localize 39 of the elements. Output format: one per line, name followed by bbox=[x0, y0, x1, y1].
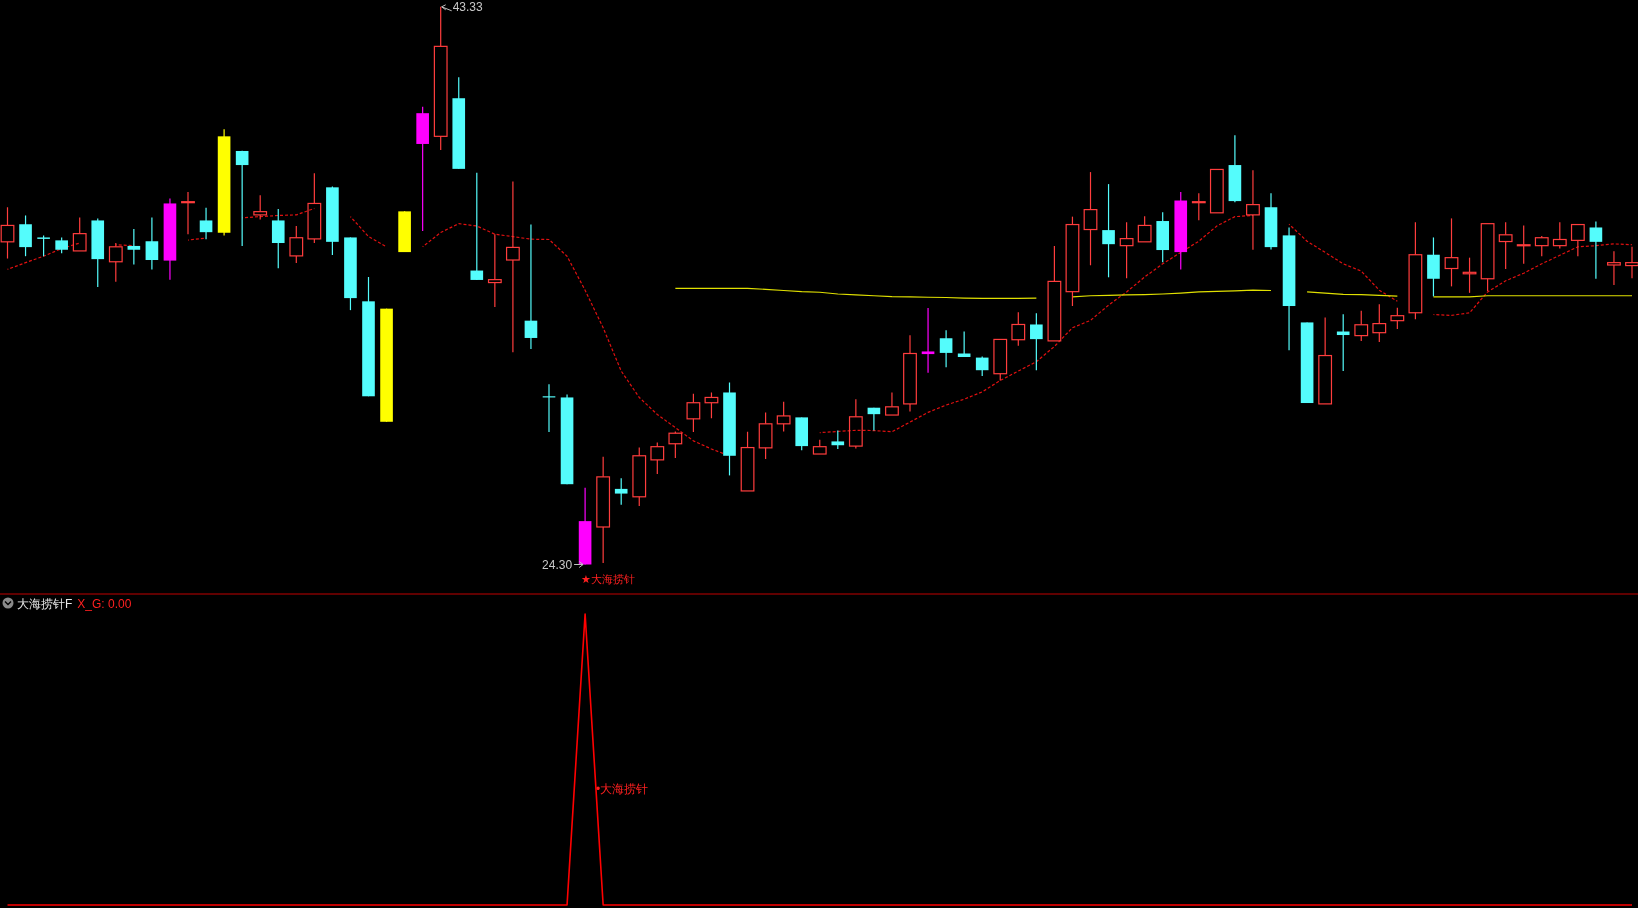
candlestick bbox=[885, 391, 899, 416]
chart-title: 大海捞针F bbox=[17, 596, 73, 611]
candlestick bbox=[235, 150, 249, 247]
candlestick bbox=[37, 234, 50, 257]
candlestick bbox=[1607, 250, 1621, 286]
candlestick bbox=[1516, 224, 1531, 265]
candlestick bbox=[1047, 245, 1062, 342]
candlestick bbox=[271, 208, 285, 269]
candlestick bbox=[487, 233, 502, 308]
text: ★大海捞针 bbox=[581, 572, 635, 585]
candlestick bbox=[1209, 168, 1224, 214]
candlestick bbox=[19, 214, 32, 257]
candlestick bbox=[199, 207, 213, 240]
candlestick bbox=[470, 172, 484, 281]
candlestick bbox=[181, 191, 195, 235]
candlestick bbox=[614, 477, 628, 506]
candlestick bbox=[1589, 221, 1603, 280]
candlestick bbox=[921, 307, 935, 374]
candlestick bbox=[127, 228, 141, 265]
candlestick bbox=[1570, 223, 1585, 257]
candlestick bbox=[1625, 246, 1638, 279]
annotation: 24.30 bbox=[542, 557, 573, 572]
candlestick bbox=[903, 334, 917, 413]
candlestick bbox=[524, 223, 538, 350]
annotation: 43.33 bbox=[452, 0, 484, 14]
candlestick bbox=[505, 180, 520, 353]
candlestick bbox=[1102, 183, 1115, 278]
chart-subtitle: X_G: 0.00 bbox=[77, 596, 132, 611]
candlestick bbox=[939, 329, 953, 368]
annotation: •大海捞针 bbox=[596, 781, 649, 796]
candlestick bbox=[1030, 312, 1043, 371]
candlestick bbox=[1318, 316, 1333, 405]
candlestick bbox=[145, 216, 159, 270]
candlestick bbox=[831, 429, 845, 450]
candlestick bbox=[1083, 171, 1098, 266]
candlestick bbox=[1246, 169, 1260, 251]
candlestick bbox=[596, 456, 611, 564]
candlestick bbox=[975, 355, 989, 377]
candlestick bbox=[957, 330, 971, 358]
